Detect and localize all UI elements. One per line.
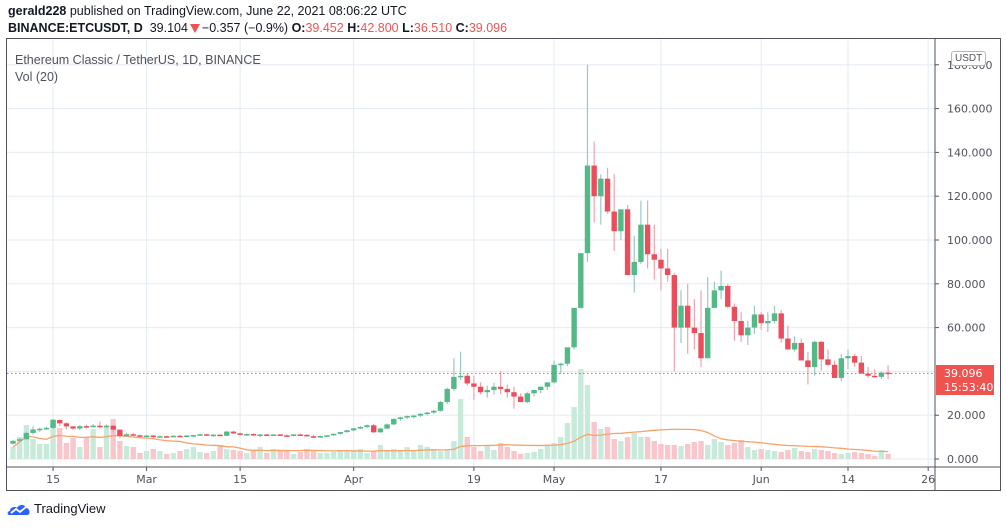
svg-text:120.000: 120.000 bbox=[947, 190, 993, 203]
svg-text:17: 17 bbox=[654, 473, 668, 486]
chart-legend-title: Ethereum Classic / TetherUS, 1D, BINANCE bbox=[15, 53, 261, 67]
close-label: C: bbox=[455, 21, 469, 35]
last-price: 39.104 bbox=[149, 21, 188, 35]
svg-text:100.000: 100.000 bbox=[947, 234, 993, 247]
volume-legend[interactable]: Vol (20) bbox=[15, 70, 59, 84]
publisher-name: gerald228 bbox=[8, 4, 67, 18]
svg-text:26: 26 bbox=[921, 473, 935, 486]
svg-text:15: 15 bbox=[233, 473, 247, 486]
symbol-label: BINANCE:ETCUSDT, D bbox=[8, 21, 143, 35]
bar-countdown: 15:53:40 bbox=[944, 381, 994, 394]
last-price-label: 39.096 bbox=[944, 367, 983, 380]
svg-text:May: May bbox=[543, 473, 566, 486]
svg-text:20.000: 20.000 bbox=[947, 409, 986, 422]
svg-text:160.000: 160.000 bbox=[947, 103, 993, 116]
high-value: 42.800 bbox=[360, 21, 399, 35]
published-text: published on TradingView.com, June 22, 2… bbox=[69, 4, 407, 18]
publish-info: gerald228 published on TradingView.com, … bbox=[8, 4, 407, 18]
svg-text:80.000: 80.000 bbox=[947, 278, 986, 291]
svg-text:Apr: Apr bbox=[344, 473, 364, 486]
tradingview-logo[interactable]: TradingView bbox=[7, 501, 106, 516]
tradingview-cloud-icon bbox=[7, 504, 30, 515]
high-label: H: bbox=[347, 21, 361, 35]
svg-text:14: 14 bbox=[841, 473, 855, 486]
svg-text:19: 19 bbox=[467, 473, 481, 486]
chart-frame bbox=[6, 38, 1001, 491]
open-label: O: bbox=[291, 21, 306, 35]
svg-text:60.000: 60.000 bbox=[947, 322, 986, 335]
down-triangle-icon bbox=[189, 24, 200, 33]
svg-text:Jun: Jun bbox=[752, 473, 770, 486]
open-value: 39.452 bbox=[305, 21, 344, 35]
close-value: 39.096 bbox=[468, 21, 508, 35]
svg-text:140.000: 140.000 bbox=[947, 146, 993, 159]
svg-text:15: 15 bbox=[46, 473, 60, 486]
svg-text:Mar: Mar bbox=[136, 473, 157, 486]
brand-name: TradingView bbox=[34, 501, 106, 516]
svg-text:0.000: 0.000 bbox=[947, 453, 979, 466]
low-label: L: bbox=[402, 21, 414, 35]
last-price-tag: 39.096 15:53:40 bbox=[936, 365, 994, 395]
symbol-info: BINANCE:ETCUSDT, D 39.104 −0.357 (−0.9%) … bbox=[8, 21, 507, 35]
low-value: 36.510 bbox=[413, 21, 453, 35]
price-change: −0.357 (−0.9%) bbox=[201, 21, 289, 35]
currency-badge[interactable]: USDT bbox=[951, 51, 987, 66]
